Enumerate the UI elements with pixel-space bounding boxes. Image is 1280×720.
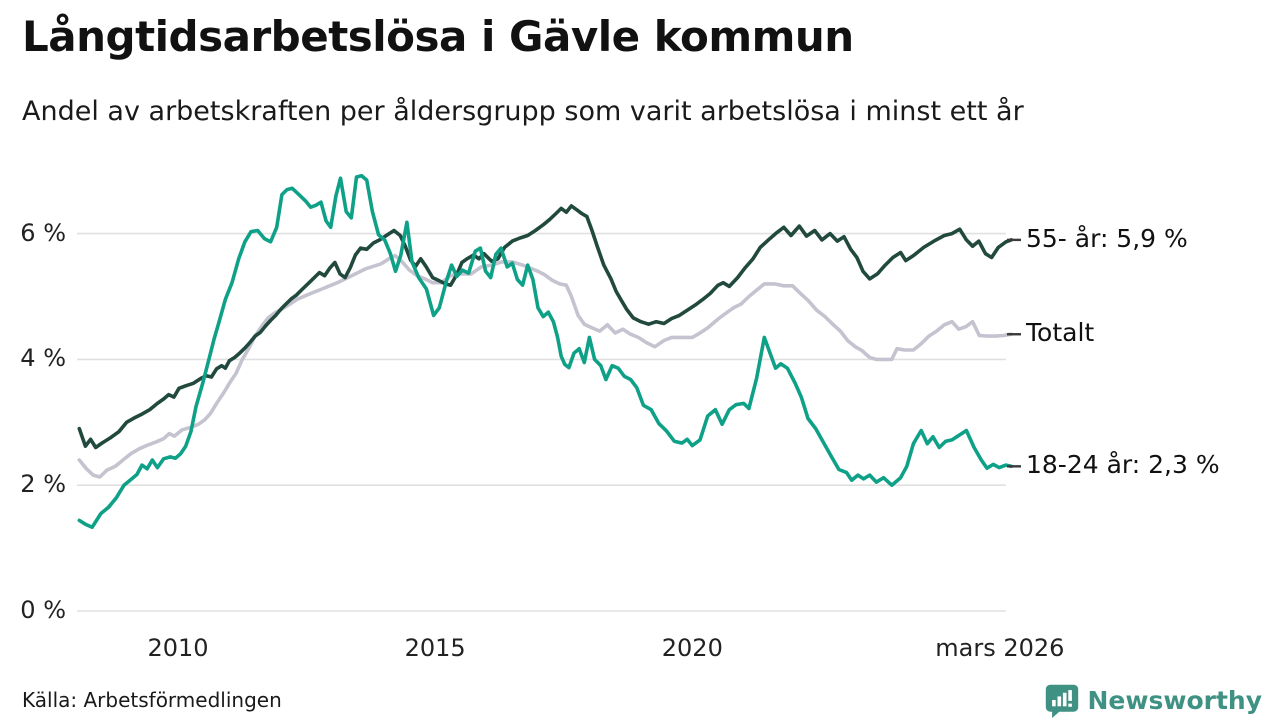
x-tick-label: 2010	[147, 634, 209, 662]
y-tick-label: 0 %	[20, 596, 66, 624]
series-line-totalt	[77, 253, 1014, 479]
x-tick-label: mars 2026	[935, 634, 1065, 662]
source-note: Källa: Arbetsförmedlingen	[22, 688, 282, 712]
x-tick-label: 2020	[661, 634, 723, 662]
series-end-label: 18-24 år: 2,3 %	[1026, 450, 1220, 480]
newsworthy-icon	[1045, 684, 1078, 718]
end-label-ticks	[1007, 238, 1021, 468]
gridlines	[77, 232, 1006, 612]
series-end-label: 55- år: 5,9 %	[1026, 223, 1188, 253]
y-tick-label: 2 %	[20, 470, 66, 499]
y-tick-label: 4 %	[20, 344, 66, 373]
chart-subtitle: Andel av arbetskraften per åldersgrupp s…	[22, 96, 1024, 127]
brand-name: Newsworthy	[1087, 685, 1263, 715]
y-tick-label: 6 %	[20, 218, 66, 247]
series-end-label: Totalt	[1026, 318, 1095, 348]
page-title: Långtidsarbetslösa i Gävle kommun	[22, 12, 854, 61]
series-line-18-24-r	[77, 173, 1014, 530]
x-tick-label: 2015	[404, 634, 466, 662]
brand-logo: Newsworthy	[1044, 682, 1263, 718]
series-lines	[77, 173, 1014, 530]
